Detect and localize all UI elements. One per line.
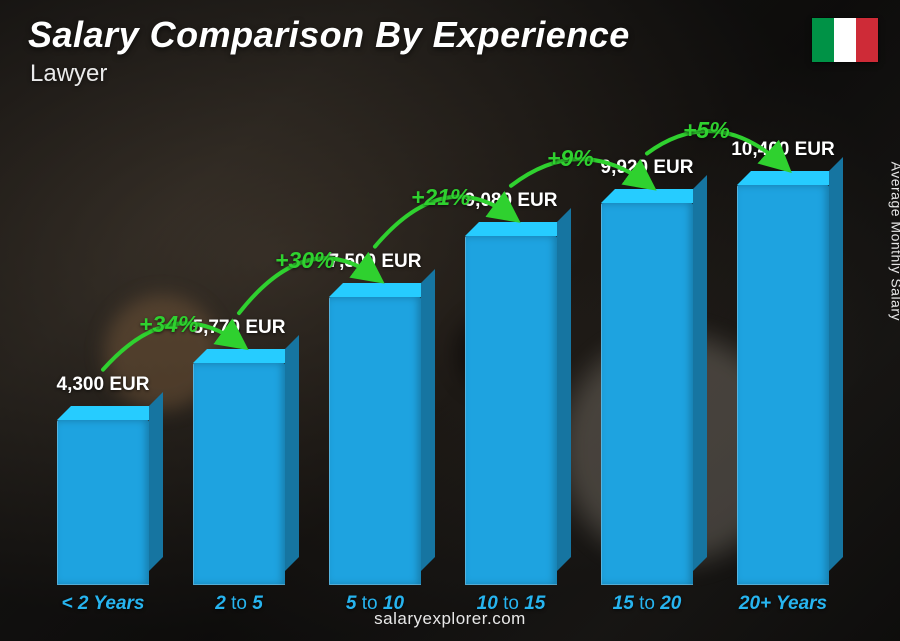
bar-top-face (193, 349, 299, 363)
bar-side-face (149, 392, 163, 571)
bar-value-label: 10,400 EUR (713, 139, 853, 161)
bar (57, 420, 149, 585)
bar-side-face (421, 269, 435, 571)
delta-label: +30% (275, 247, 334, 274)
chart-stage: Salary Comparison By Experience Lawyer A… (0, 0, 900, 641)
bar-side-face (557, 208, 571, 571)
bar-chart: 4,300 EUR< 2 Years5,770 EUR2 to 57,500 E… (40, 115, 860, 585)
bar-group: 9,080 EUR10 to 15 (448, 236, 574, 585)
bar-top-face (329, 283, 435, 297)
italy-flag-icon (812, 18, 878, 62)
footer-attribution: salaryexplorer.com (0, 609, 900, 629)
bar-group: 4,300 EUR< 2 Years (40, 420, 166, 585)
delta-label: +34% (139, 311, 198, 338)
flag-stripe (834, 18, 856, 62)
delta-label: +9% (547, 145, 594, 172)
bar-top-face (57, 406, 163, 420)
chart-subtitle: Lawyer (30, 60, 107, 88)
bar (465, 236, 557, 585)
bar-group: 9,920 EUR15 to 20 (584, 203, 710, 585)
bar-side-face (693, 175, 707, 571)
bar (737, 185, 829, 585)
bar-top-face (737, 171, 843, 185)
bar-side-face (829, 157, 843, 571)
bar-group: 7,500 EUR5 to 10 (312, 297, 438, 585)
chart-title: Salary Comparison By Experience (28, 14, 630, 56)
bar (329, 297, 421, 585)
bar-side-face (285, 335, 299, 571)
bar-value-label: 9,920 EUR (577, 157, 717, 179)
bar (193, 363, 285, 585)
bar-top-face (601, 189, 707, 203)
bar-top-face (465, 222, 571, 236)
delta-label: +21% (411, 184, 470, 211)
bar-group: 10,400 EUR20+ Years (720, 185, 846, 585)
bar-value-label: 4,300 EUR (33, 374, 173, 396)
bar-group: 5,770 EUR2 to 5 (176, 363, 302, 585)
y-axis-label: Average Monthly Salary (888, 161, 900, 320)
flag-stripe (812, 18, 834, 62)
flag-stripe (856, 18, 878, 62)
bar (601, 203, 693, 585)
delta-label: +5% (683, 117, 730, 144)
